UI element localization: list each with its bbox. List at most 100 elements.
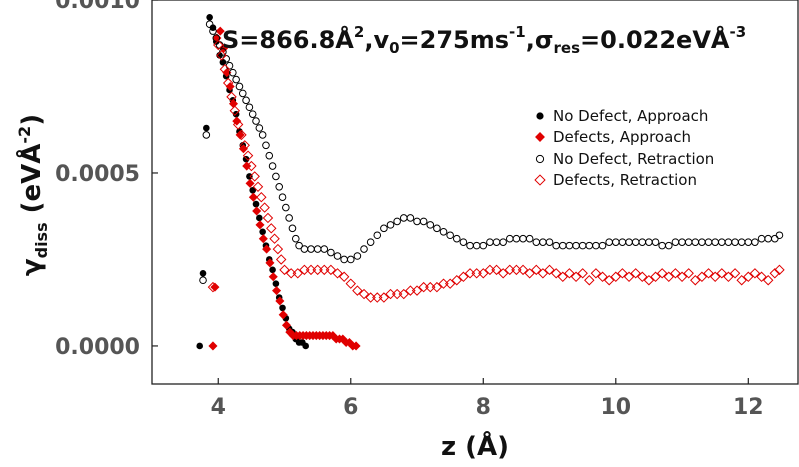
data-point: [691, 238, 700, 246]
data-point: [239, 140, 250, 151]
data-point: [353, 252, 362, 260]
annotation-sigma-sup: -3: [729, 23, 746, 41]
annotation-velocity: ,v: [364, 26, 389, 54]
data-point: [590, 268, 602, 279]
data-point: [259, 228, 266, 236]
data-point: [550, 268, 562, 279]
data-point: [545, 238, 554, 246]
data-point: [544, 264, 555, 276]
data-point: [671, 238, 680, 246]
data-point: [658, 241, 666, 250]
data-point: [584, 274, 595, 286]
data-point: [216, 50, 227, 61]
data-point: [557, 271, 569, 282]
data-point: [275, 254, 287, 265]
legend-label: Defects, Approach: [553, 128, 691, 146]
x-tick-label: 10: [600, 395, 631, 420]
data-point: [272, 243, 284, 255]
legend-marker-open-diamond: [534, 174, 546, 186]
legend-marker-filled-diamond: [535, 132, 545, 142]
data-point: [358, 288, 370, 300]
data-point: [199, 276, 207, 285]
data-point: [285, 214, 293, 222]
y-axis-title-symbol: γ: [17, 258, 47, 276]
data-point: [265, 151, 274, 160]
data-point: [291, 234, 300, 243]
legend-entry-no-defect-retraction: No Defect, Retraction: [535, 150, 714, 168]
data-point: [731, 238, 739, 246]
data-point: [207, 281, 219, 293]
data-point: [703, 268, 714, 279]
data-point: [258, 234, 268, 244]
data-point: [425, 281, 436, 293]
data-point: [684, 238, 693, 246]
x-tick-label: 4: [211, 395, 226, 420]
data-point: [511, 264, 522, 276]
data-point: [345, 278, 357, 289]
data-point: [578, 241, 587, 250]
data-point: [572, 241, 580, 250]
data-point: [279, 304, 286, 312]
data-point: [736, 274, 747, 286]
data-point: [272, 280, 280, 287]
data-point: [202, 131, 211, 139]
data-point: [630, 268, 641, 279]
data-point: [248, 192, 258, 202]
data-point: [411, 285, 423, 296]
data-point: [205, 20, 214, 29]
data-point: [262, 141, 270, 150]
data-point: [206, 13, 213, 21]
data-point: [256, 214, 263, 222]
data-point: [210, 282, 220, 292]
data-point: [744, 238, 753, 246]
data-point: [512, 234, 521, 243]
data-point: [564, 268, 575, 279]
data-point: [651, 238, 660, 246]
data-point: [208, 341, 218, 351]
legend-marker-filled-circle: [536, 112, 544, 120]
data-point: [249, 171, 260, 182]
data-point: [266, 223, 277, 234]
data-point: [631, 238, 640, 246]
data-point: [492, 238, 501, 246]
data-point: [285, 268, 297, 279]
data-point: [696, 271, 708, 282]
data-point: [716, 268, 728, 279]
data-point: [565, 241, 574, 250]
data-point: [497, 268, 509, 279]
data-point: [360, 245, 368, 253]
data-point: [517, 264, 529, 276]
data-point: [378, 292, 390, 303]
data-point: [525, 234, 534, 243]
data-point: [531, 264, 542, 276]
data-point: [262, 212, 274, 224]
data-point: [690, 274, 701, 286]
data-point: [718, 238, 726, 246]
data-point: [418, 281, 429, 293]
data-point: [385, 288, 396, 300]
data-point: [524, 268, 535, 279]
legend-label: Defects, Retraction: [553, 171, 697, 189]
data-point: [320, 245, 329, 253]
data-point: [242, 150, 254, 161]
data-point: [333, 252, 342, 260]
data-point: [352, 285, 363, 296]
data-point: [259, 202, 270, 213]
data-point: [756, 271, 767, 282]
data-point: [663, 271, 675, 282]
data-point: [577, 268, 588, 279]
annotation-area-sup: 2: [354, 23, 364, 41]
series-0: [196, 13, 310, 350]
data-point: [256, 191, 267, 203]
data-point: [724, 238, 733, 246]
data-point: [232, 75, 240, 84]
data-point: [391, 288, 403, 300]
data-point: [769, 268, 781, 279]
data-point: [552, 241, 560, 250]
data-point: [451, 274, 463, 286]
data-point: [252, 117, 260, 125]
data-point: [762, 274, 774, 286]
data-point: [313, 245, 322, 253]
x-axis-ticks: 4 6 8 10 12: [211, 378, 764, 420]
data-point: [637, 271, 648, 282]
